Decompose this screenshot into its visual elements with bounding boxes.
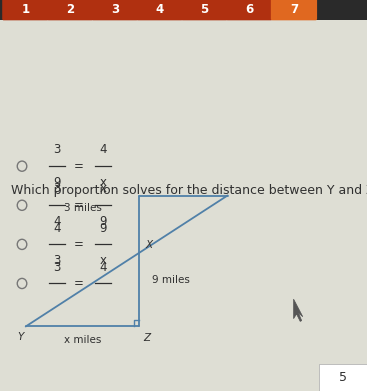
Text: 3: 3 xyxy=(53,143,61,156)
Text: =: = xyxy=(74,238,84,251)
Text: 2: 2 xyxy=(66,3,74,16)
Text: 3: 3 xyxy=(111,3,119,16)
Text: 3 miles: 3 miles xyxy=(63,203,102,213)
FancyBboxPatch shape xyxy=(271,0,317,20)
Text: 9 miles: 9 miles xyxy=(152,274,190,285)
Text: =: = xyxy=(74,199,84,212)
Text: 3: 3 xyxy=(53,254,61,267)
Text: 4: 4 xyxy=(53,215,61,228)
Text: 7: 7 xyxy=(290,3,298,16)
FancyBboxPatch shape xyxy=(226,0,272,20)
FancyBboxPatch shape xyxy=(47,0,93,20)
FancyBboxPatch shape xyxy=(181,0,228,20)
Text: x: x xyxy=(99,176,106,189)
FancyBboxPatch shape xyxy=(92,0,138,20)
Text: Which proportion solves for the distance between Y and Z?: Which proportion solves for the distance… xyxy=(11,184,367,197)
Text: x: x xyxy=(99,254,106,267)
Text: 5: 5 xyxy=(339,371,347,384)
Text: Z: Z xyxy=(143,333,150,343)
Text: 6: 6 xyxy=(245,3,253,16)
Text: Y: Y xyxy=(17,332,23,343)
Text: x miles: x miles xyxy=(64,335,101,345)
Text: 5: 5 xyxy=(200,3,208,16)
Text: 4: 4 xyxy=(99,261,106,274)
Bar xyxy=(0,0,367,20)
Text: 9: 9 xyxy=(53,176,61,189)
Text: 3: 3 xyxy=(53,261,61,274)
FancyBboxPatch shape xyxy=(2,0,48,20)
Bar xyxy=(319,364,367,391)
Text: =: = xyxy=(74,160,84,173)
Text: 9: 9 xyxy=(99,215,106,228)
Text: =: = xyxy=(74,277,84,290)
Text: 4: 4 xyxy=(99,143,106,156)
FancyBboxPatch shape xyxy=(137,0,183,20)
Text: 1: 1 xyxy=(21,3,29,16)
Text: 3: 3 xyxy=(53,183,61,196)
Text: 9: 9 xyxy=(99,222,106,235)
Polygon shape xyxy=(294,299,303,321)
Text: 4: 4 xyxy=(53,222,61,235)
Text: 4: 4 xyxy=(156,3,164,16)
Text: x: x xyxy=(99,183,106,196)
Text: X: X xyxy=(145,240,152,251)
